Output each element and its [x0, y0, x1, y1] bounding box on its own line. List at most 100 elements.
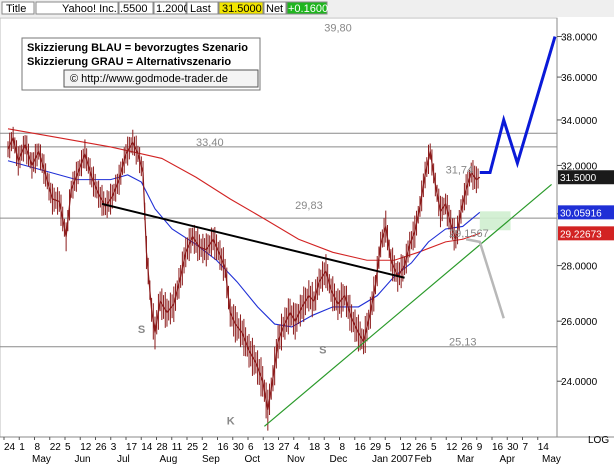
ma-blue-line [7, 160, 481, 328]
y-tick-label: 24.0000 [561, 377, 598, 388]
y-tick-label: 26.0000 [561, 317, 598, 328]
x-day-label: 30 [233, 442, 245, 453]
x-day-label: 14 [538, 442, 550, 453]
x-day-label: 9 [477, 442, 483, 453]
x-day-label: 18 [309, 442, 321, 453]
x-day-label: 3 [324, 442, 330, 453]
x-day-label: 5 [65, 442, 71, 453]
y-tick-label: 36.0000 [561, 73, 598, 84]
log-label: LOG [588, 435, 609, 446]
title-label-box [1, 1, 35, 15]
pattern-marker: S [319, 345, 326, 357]
title-label: Title [6, 3, 26, 15]
legend-box: Skizzierung BLAU = bevorzugtes Szenario … [21, 37, 261, 91]
x-day-label: 26 [462, 442, 474, 453]
x-day-label: 12 [401, 442, 413, 453]
x-day-label: 8 [35, 442, 41, 453]
prev-value2-box [153, 1, 187, 15]
x-day-label: 11 [172, 442, 183, 453]
last-value-box [218, 1, 264, 15]
ticker-name: Yahoo! Inc. [62, 3, 117, 15]
price-badge-label: 30.05916 [560, 208, 602, 219]
x-month-label: Sep [202, 454, 220, 465]
x-day-label: 16 [355, 442, 367, 453]
x-day-label: 8 [340, 442, 346, 453]
x-day-label: 4 [294, 442, 300, 453]
last-label-box [186, 1, 219, 15]
x-month-label: Aug [160, 454, 178, 465]
x-day-label: 26 [96, 442, 108, 453]
x-month-label: Jan 2007 [372, 454, 414, 465]
net-value: +0.1600 [288, 3, 328, 15]
price-series [7, 126, 481, 431]
y-tick-label: 28.0000 [561, 262, 598, 273]
price-badge [558, 226, 614, 241]
prev-value: .5500 [120, 3, 148, 15]
x-day-label: 30 [507, 442, 519, 453]
horizontal-levels [0, 132, 557, 348]
pattern-marker: K [227, 416, 235, 428]
net-label: Net [266, 3, 283, 15]
x-day-label: 2 [202, 442, 208, 453]
y-tick-label: 34.0000 [561, 116, 598, 127]
price-badge-label: 31.5000 [560, 173, 597, 184]
x-day-label: 12 [446, 442, 458, 453]
pattern-marker: S [138, 324, 145, 336]
x-day-label: 16 [218, 442, 230, 453]
x-day-label: 27 [279, 442, 291, 453]
prev-value-box [118, 1, 154, 15]
legend-url-box [63, 69, 259, 88]
last-value: 31.5000 [222, 3, 262, 15]
x-day-label: 28 [157, 442, 169, 453]
x-day-label: 5 [385, 442, 391, 453]
x-day-label: 6 [248, 442, 254, 453]
x-month-label: Feb [415, 454, 433, 465]
x-month-label: Apr [500, 454, 516, 465]
prev-value2: 1.2000 [156, 3, 190, 15]
legend-url: © http://www.godmode-trader.de [70, 73, 228, 85]
ma-blue-path [7, 160, 481, 328]
x-month-label: May [32, 454, 51, 465]
level-annotation: 39,80 [324, 23, 352, 35]
ticker-box [35, 1, 119, 15]
downtrend-line [101, 202, 405, 279]
price-badge-label: 29.22673 [560, 229, 602, 240]
uptrend-line [264, 183, 552, 427]
x-month-label: Jun [75, 454, 91, 465]
x-day-label: 29 [370, 442, 382, 453]
price-badge [558, 170, 614, 185]
level-annotation: 25,13 [449, 337, 477, 349]
legend-line-blue: Skizzierung BLAU = bevorzugtes Szenario [27, 42, 248, 54]
level-annotation: 31,74 [446, 165, 474, 177]
price-badge [558, 205, 614, 220]
x-day-label: 1 [19, 442, 25, 453]
level-annotation: 29,83 [295, 200, 323, 212]
level-annotation: 33,40 [196, 137, 224, 149]
y-tick-label: 32.0000 [561, 161, 598, 172]
x-axis-labels: 24 1 8 22 5 12 26 3 17 14 28 11 25 2 16 30 6 13 27 4 18 3 8 16 2… [3, 437, 561, 465]
net-label-box [263, 1, 287, 15]
header-bar: Title Yahoo! Inc. .5500 1.2000 Last 31.5… [0, 0, 614, 17]
price-close-line [7, 135, 481, 410]
x-day-label: 5 [431, 442, 437, 453]
x-month-label: Dec [330, 454, 348, 465]
x-month-label: Jul [117, 454, 130, 465]
x-day-label: 14 [141, 442, 153, 453]
last-label: Last [190, 3, 211, 15]
x-month-label: May [542, 454, 561, 465]
annotations: 39,80 33,40 29,83 31,74 29,1567 25,13 S S K [138, 23, 489, 428]
net-value-box [286, 1, 328, 15]
x-month-label: Oct [245, 454, 261, 465]
trendlines [101, 183, 552, 427]
x-month-label: Nov [287, 454, 305, 465]
x-day-label: 3 [111, 442, 117, 453]
level-annotation: 29,1567 [449, 228, 489, 240]
x-day-label: 17 [126, 442, 138, 453]
x-day-label: 12 [80, 442, 92, 453]
scenario-sketches [465, 36, 557, 319]
y-tick-label: 38.0000 [561, 33, 598, 44]
x-day-label: 16 [492, 442, 504, 453]
x-day-label: 25 [187, 442, 199, 453]
x-day-label: 24 [4, 442, 16, 453]
